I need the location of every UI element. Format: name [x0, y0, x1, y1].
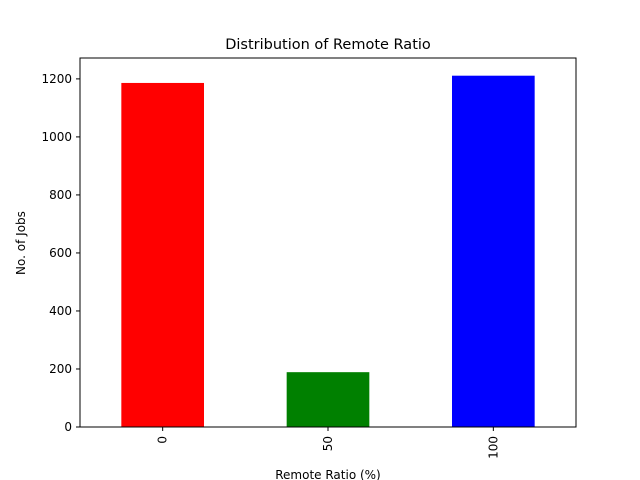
y-tick-label: 200	[49, 362, 72, 376]
chart-title: Distribution of Remote Ratio	[225, 37, 431, 53]
x-axis: 0 50 100	[156, 427, 500, 459]
y-tick-label: 0	[64, 420, 72, 434]
y-tick-label: 800	[49, 188, 72, 202]
y-tick-label: 1200	[41, 72, 72, 86]
y-tick-label: 600	[49, 246, 72, 260]
y-tick-label: 400	[49, 304, 72, 318]
bar-100	[452, 75, 535, 428]
y-axis: 0 200 400 600 800 1000 1200	[41, 72, 80, 434]
bars	[121, 75, 535, 428]
x-tick-label: 50	[321, 436, 335, 451]
y-tick-label: 1000	[41, 130, 72, 144]
x-axis-label: Remote Ratio (%)	[275, 468, 381, 480]
x-tick-label: 0	[156, 436, 170, 444]
bar-50	[286, 372, 370, 427]
x-tick-label: 100	[486, 436, 500, 459]
y-axis-label: No. of Jobs	[14, 211, 28, 275]
plot-frame	[79, 57, 577, 428]
bar-0	[121, 82, 204, 427]
